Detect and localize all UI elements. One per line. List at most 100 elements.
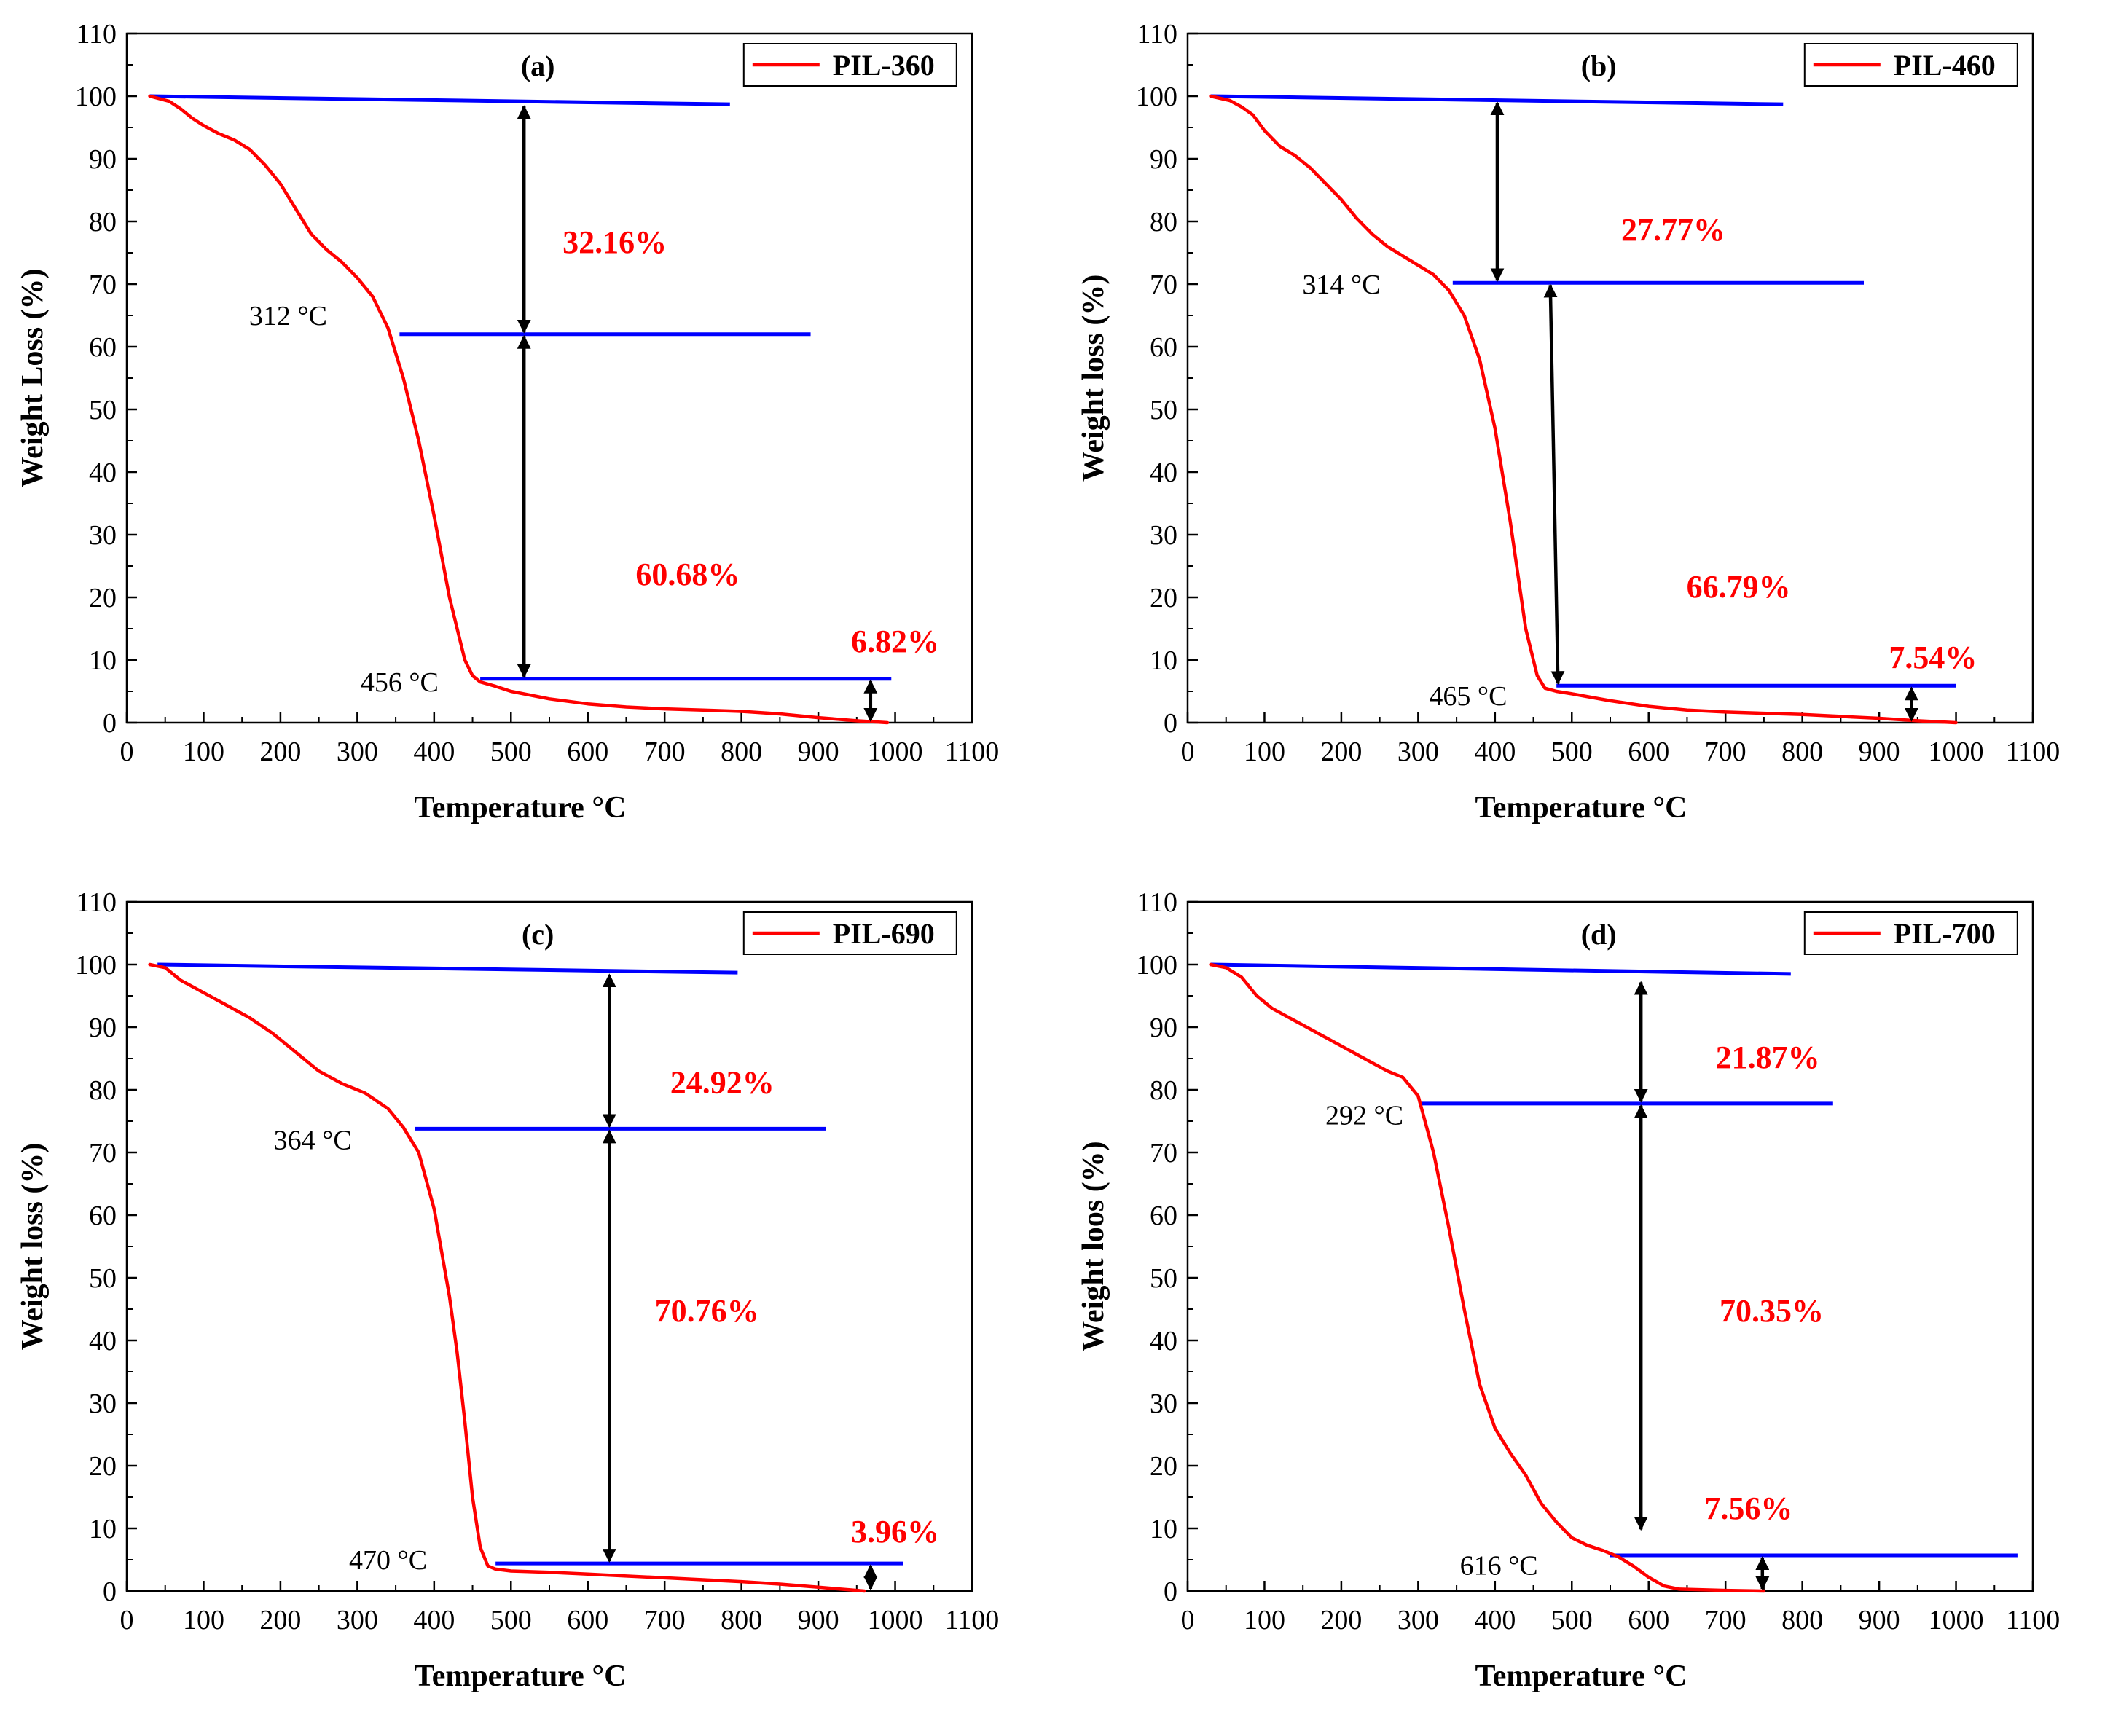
legend: PIL-690 (742, 911, 957, 955)
y-tick-label: 80 (1150, 207, 1177, 237)
y-tick-label: 40 (1150, 1326, 1177, 1356)
mass-loss-label: 24.92% (670, 1064, 775, 1100)
y-tick-label: 0 (103, 1576, 117, 1607)
mass-loss-label: 21.87% (1716, 1040, 1820, 1075)
y-tick-label: 90 (89, 1013, 117, 1043)
x-tick-label: 100 (183, 737, 224, 767)
x-tick-label: 900 (798, 1605, 839, 1635)
x-tick-label: 1100 (2006, 737, 2061, 767)
level-line (157, 962, 738, 975)
x-axis-title: Temperature °C (1475, 791, 1687, 825)
x-tick-label: 1100 (945, 737, 1000, 767)
y-tick-label: 50 (1150, 1263, 1177, 1294)
legend: PIL-360 (742, 43, 957, 87)
y-tick-label: 0 (1164, 1576, 1177, 1607)
x-tick-label: 600 (1628, 737, 1669, 767)
y-tick-label: 70 (89, 270, 117, 300)
y-tick-label: 80 (89, 207, 117, 237)
x-tick-label: 1000 (868, 737, 923, 767)
y-tick-label: 60 (89, 332, 117, 363)
y-tick-label: 10 (1150, 645, 1177, 676)
y-tick-label: 90 (1150, 144, 1177, 175)
x-tick-label: 200 (259, 1605, 301, 1635)
y-tick-label: 10 (89, 645, 117, 676)
tga-panel-d: 0 100 200 300 400 500 600 700 800 900 1000 1100 0 10 2… (1077, 887, 2061, 1693)
y-tick-label: 110 (1137, 887, 1177, 918)
x-tick-label: 300 (337, 1605, 378, 1635)
y-tick-label: 30 (89, 520, 117, 551)
y-tick-label: 40 (89, 457, 117, 488)
panel-label: (b) (1581, 50, 1617, 82)
y-tick-label: 70 (1150, 1138, 1177, 1169)
x-tick-label: 900 (1859, 737, 1900, 767)
x-tick-label: 500 (490, 737, 532, 767)
y-tick-label: 50 (1150, 395, 1177, 425)
y-axis-title: Weight loss (%) (1077, 275, 1110, 482)
y-tick-label: 110 (1137, 19, 1177, 50)
x-tick-label: 600 (567, 737, 608, 767)
x-axis-title: Temperature °C (415, 1660, 627, 1693)
series-line-pil-460 (1209, 94, 1958, 725)
y-tick-label: 20 (89, 583, 117, 613)
x-tick-label: 800 (721, 737, 762, 767)
x-tick-label: 600 (567, 1605, 608, 1635)
y-axis-title: Weight loss (%) (16, 1143, 50, 1351)
x-axis-title: Temperature °C (415, 791, 627, 825)
y-tick-label: 40 (89, 1326, 117, 1356)
y-tick-label: 60 (89, 1201, 117, 1231)
double-arrow (1543, 283, 1565, 686)
x-tick-label: 700 (644, 737, 686, 767)
x-axis-title: Temperature °C (1475, 1660, 1687, 1693)
legend-label: PIL-690 (833, 917, 935, 950)
x-tick-label: 500 (1551, 1605, 1593, 1635)
x-tick-label: 500 (1551, 737, 1593, 767)
mass-loss-label: 60.68% (635, 557, 740, 592)
x-tick-label: 700 (644, 1605, 686, 1635)
y-axis-title: Weight Loss (%) (16, 268, 50, 487)
x-tick-label: 600 (1628, 1605, 1669, 1635)
y-tick-label: 20 (89, 1451, 117, 1482)
x-tick-label: 0 (120, 1605, 134, 1635)
legend-label: PIL-460 (1894, 49, 1996, 82)
tga-panel-c: 0 100 200 300 400 500 600 700 800 900 1000 1100 0 10 2… (16, 887, 999, 1693)
y-tick-label: 20 (1150, 1451, 1177, 1482)
temperature-label: 292 °C (1325, 1100, 1403, 1131)
x-tick-label: 700 (1705, 737, 1746, 767)
mass-loss-label: 27.77% (1621, 212, 1725, 248)
x-tick-label: 400 (413, 737, 455, 767)
y-tick-label: 90 (89, 144, 117, 175)
temperature-label: 364 °C (274, 1126, 352, 1156)
legend: PIL-700 (1803, 911, 2018, 955)
y-tick-label: 100 (75, 950, 117, 981)
y-tick-label: 0 (103, 708, 117, 739)
panel-label: (c) (522, 918, 554, 951)
x-tick-label: 700 (1705, 1605, 1746, 1635)
y-tick-label: 30 (1150, 1389, 1177, 1419)
x-tick-label: 1100 (2006, 1605, 2061, 1635)
y-tick-label: 10 (89, 1514, 117, 1544)
tga-panel-a: 0 100 200 300 400 500 600 700 800 900 1000 1100 0 10 2… (16, 19, 1000, 825)
y-tick-label: 70 (1150, 270, 1177, 300)
x-tick-label: 100 (183, 1605, 224, 1635)
temperature-label: 470 °C (349, 1545, 427, 1576)
series-line-pil-700 (1209, 962, 1766, 1593)
x-tick-label: 1000 (1929, 1605, 1984, 1635)
y-axis-title: Weight loos (%) (1077, 1141, 1110, 1351)
x-tick-label: 900 (1859, 1605, 1900, 1635)
series-line-pil-360 (148, 94, 890, 725)
x-tick-label: 100 (1244, 1605, 1285, 1635)
panel-label: (d) (1581, 918, 1617, 951)
temperature-label: 314 °C (1302, 270, 1380, 300)
y-tick-label: 80 (89, 1075, 117, 1106)
y-tick-label: 110 (76, 887, 117, 918)
temperature-label: 312 °C (249, 301, 327, 331)
x-tick-label: 1000 (868, 1605, 923, 1635)
y-tick-label: 0 (1164, 708, 1177, 739)
panel-label: (a) (521, 50, 555, 82)
x-tick-label: 200 (1320, 1605, 1362, 1635)
y-tick-label: 30 (1150, 520, 1177, 551)
x-tick-label: 300 (1397, 737, 1439, 767)
legend: PIL-460 (1803, 43, 2018, 87)
y-tick-label: 10 (1150, 1514, 1177, 1544)
